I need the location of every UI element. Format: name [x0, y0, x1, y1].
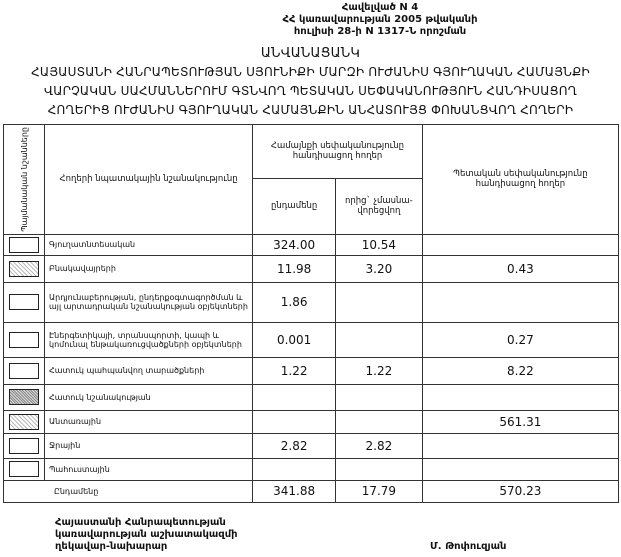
- community-non-privatized: 10.54: [335, 233, 423, 256]
- community-non-privatized: 3.20: [335, 254, 423, 283]
- land-table: Պայմանական նշանները Հողերի նպատակային նշ…: [2, 124, 620, 503]
- community-total: 11.98: [252, 254, 337, 283]
- legend-symbol-cell: [3, 233, 45, 256]
- document-title: ԱՆՎԱՆԱՑԱՆԿ ՀԱՅԱՍՏԱՆԻ ՀԱՆՐԱՊԵՏՈՒԹՅԱՆ ՍՅՈՒ…: [0, 44, 621, 120]
- header-total: ընդամենը: [252, 177, 337, 235]
- title-line: ՎԱՐՉԱԿԱՆ ՍԱՀՄԱՆՆԵՐՈՒՄ ԳՏՆՎՈՂ ՊԵՏԱԿԱՆ ՍԵՓ…: [43, 84, 578, 98]
- header-community: Համայնքի սեփականությունը հանդիսացող հողե…: [252, 124, 423, 179]
- legend-swatch-icon: [9, 461, 39, 478]
- state-land: 0.27: [421, 321, 620, 358]
- community-total: 324.00: [252, 233, 337, 256]
- sum-total: 341.88: [252, 479, 337, 503]
- legend-swatch-icon: [9, 362, 39, 379]
- legend-swatch-icon: [9, 331, 39, 348]
- legend-symbol-cell: [3, 432, 45, 459]
- land-purpose: Էներգետիկայի, տրանսպորտի, կապի և կոմունա…: [43, 321, 254, 358]
- legend-symbol-cell: [3, 457, 45, 481]
- header-non-privatized: որից` չմասնա-վորեցվող: [335, 177, 423, 235]
- table-row: Գյուղատնտեսական 324.00 10.54: [3, 233, 620, 256]
- land-purpose: Անտառային: [43, 409, 254, 434]
- title-line: ՀԱՅԱՍՏԱՆԻ ՀԱՆՐԱՊԵՏՈՒԹՅԱՆ ՍՅՈՒՆԻՔԻ ՄԱՐԶԻ …: [31, 65, 590, 79]
- community-non-privatized: 1.22: [335, 356, 423, 385]
- community-total: 1.22: [252, 356, 337, 385]
- signatory-name: Մ. Թոփուզյան: [430, 541, 507, 552]
- state-land: [421, 233, 620, 256]
- state-land: [421, 281, 620, 323]
- legend-swatch-icon: [9, 260, 39, 277]
- signatory-position: Հայաստանի Հանրապետության կառավարության ա…: [55, 517, 238, 553]
- community-non-privatized: [335, 281, 423, 323]
- table-row: Անտառային 561.31: [3, 409, 620, 434]
- legend-swatch-icon: [9, 437, 39, 454]
- legend-symbol-cell: [3, 409, 45, 434]
- header-symbols: Պայմանական նշանները: [3, 124, 45, 235]
- position-line: Հայաստանի Հանրապետության: [55, 517, 226, 528]
- table-row: Էներգետիկայի, տրանսպորտի, կապի և կոմունա…: [3, 321, 620, 358]
- legend-swatch-icon: [9, 236, 39, 253]
- header-purpose: Հողերի նպատակային նշանակությունը: [43, 124, 254, 235]
- community-non-privatized: [335, 321, 423, 358]
- legend-swatch-icon: [9, 413, 39, 430]
- state-land: 0.43: [421, 254, 620, 283]
- header-state: Պետական սեփականությունը հանդիսացող հողեր: [421, 124, 620, 235]
- community-total: 2.82: [252, 432, 337, 459]
- land-purpose: Ջրային: [43, 432, 254, 459]
- land-purpose: Հատուկ նշանակության: [43, 383, 254, 411]
- land-purpose: Բնակավայրերի: [43, 254, 254, 283]
- land-purpose: Գյուղատնտեսական: [43, 233, 254, 256]
- legend-symbol-cell: [3, 254, 45, 283]
- state-land: [421, 383, 620, 411]
- table-row: Հատուկ նշանակության: [3, 383, 620, 411]
- annex-line: Հավելված N 4: [341, 2, 419, 13]
- position-line: ղեկավար-նախարար: [55, 541, 168, 552]
- legend-swatch-icon: [9, 389, 39, 406]
- legend-swatch-icon: [9, 294, 39, 311]
- community-non-privatized: [335, 383, 423, 411]
- state-land: 561.31: [421, 409, 620, 434]
- legend-symbol-cell: [3, 383, 45, 411]
- land-purpose: Հատուկ պահպանվող տարածքների: [43, 356, 254, 385]
- land-purpose: Պահուստային: [43, 457, 254, 481]
- table-row: Հատուկ պահպանվող տարածքների 1.22 1.22 8.…: [3, 356, 620, 385]
- position-line: կառավարության աշխատակազմի: [55, 529, 238, 540]
- title-line: ԱՆՎԱՆԱՑԱՆԿ: [260, 46, 361, 61]
- sum-non-privatized: 17.79: [335, 479, 423, 503]
- annex-reference: Հավելված N 4 ՀՀ կառավարության 2005 թվակա…: [280, 2, 480, 38]
- sum-row: Ընդամենը 341.88 17.79 570.23: [2, 479, 620, 503]
- table-row: Պահուստային: [3, 457, 620, 481]
- community-non-privatized: [335, 457, 423, 481]
- community-total: [252, 383, 337, 411]
- state-land: [421, 432, 620, 459]
- table-row: Բնակավայրերի 11.98 3.20 0.43: [3, 254, 620, 283]
- legend-symbol-cell: [3, 321, 45, 358]
- legend-symbol-cell: [3, 281, 45, 323]
- state-land: [421, 457, 620, 481]
- community-non-privatized: 2.82: [335, 432, 423, 459]
- sum-state: 570.23: [421, 479, 620, 503]
- community-non-privatized: [335, 409, 423, 434]
- annex-line: հուլիսի 28-ի N 1317-Ն որոշման: [293, 26, 467, 37]
- sum-label: Ընդամենը: [2, 479, 254, 503]
- land-purpose: Արդյունաբերության, ընդերքօգտագործման և ա…: [43, 281, 254, 323]
- annex-line: ՀՀ կառավարության 2005 թվականի: [282, 14, 478, 25]
- table-row: Ջրային 2.82 2.82: [3, 432, 620, 459]
- legend-symbol-cell: [3, 356, 45, 385]
- community-total: [252, 457, 337, 481]
- community-total: [252, 409, 337, 434]
- community-total: 0.001: [252, 321, 337, 358]
- title-line: ՀՈՂԵՐԻՑ ՈՒԺԱՆԻՍ ԳՅՈՒՂԱԿԱՆ ՀԱՄԱՅՆՔԻՆ ԱՆՀԱ…: [47, 103, 574, 117]
- community-total: 1.86: [252, 281, 337, 323]
- state-land: 8.22: [421, 356, 620, 385]
- table-row: Արդյունաբերության, ընդերքօգտագործման և ա…: [3, 281, 620, 323]
